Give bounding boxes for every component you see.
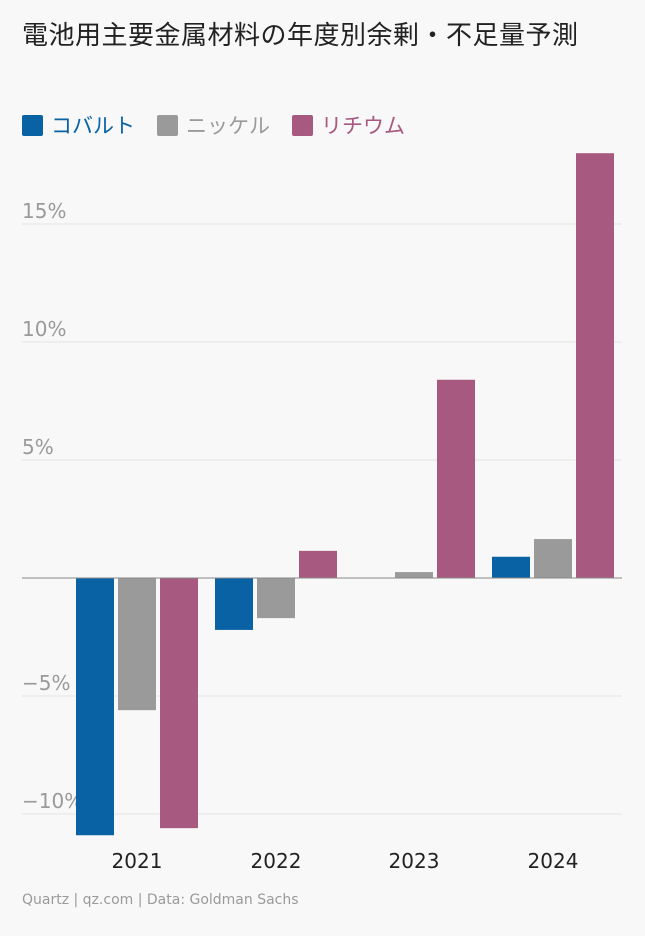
bar	[160, 578, 198, 829]
y-tick-label: 5%	[22, 435, 54, 459]
bar	[215, 578, 253, 630]
bar	[492, 556, 530, 578]
x-tick-label: 2021	[112, 849, 163, 873]
bar	[76, 578, 114, 836]
bar	[299, 550, 337, 578]
bar	[395, 572, 433, 578]
x-tick-label: 2024	[528, 849, 579, 873]
legend-label-nickel: ニッケル	[186, 114, 270, 138]
legend-swatch-cobalt	[22, 114, 43, 136]
bar	[534, 539, 572, 578]
legend-swatch-nickel	[157, 114, 178, 136]
chart-title: 電池用主要金属材料の年度別余剰・不足量予測	[22, 21, 579, 51]
legend-item-lithium: リチウム	[292, 110, 405, 140]
bar	[576, 153, 614, 578]
bar	[257, 578, 295, 619]
legend-item-nickel: ニッケル	[157, 110, 270, 140]
bar	[118, 578, 156, 711]
bar	[437, 379, 475, 578]
y-tick-label: −10%	[22, 789, 83, 813]
y-tick-label: −5%	[22, 671, 71, 695]
legend: コバルト ニッケル リチウム	[22, 110, 405, 140]
y-tick-label: 10%	[22, 317, 66, 341]
x-tick-label: 2022	[251, 849, 302, 873]
x-tick-label: 2023	[389, 849, 440, 873]
y-tick-label: 15%	[22, 199, 66, 223]
legend-item-cobalt: コバルト	[22, 110, 135, 140]
legend-label-lithium: リチウム	[321, 114, 405, 138]
source-credit: Quartz | qz.com | Data: Goldman Sachs	[22, 892, 299, 908]
legend-swatch-lithium	[292, 114, 313, 136]
legend-label-cobalt: コバルト	[51, 114, 135, 138]
